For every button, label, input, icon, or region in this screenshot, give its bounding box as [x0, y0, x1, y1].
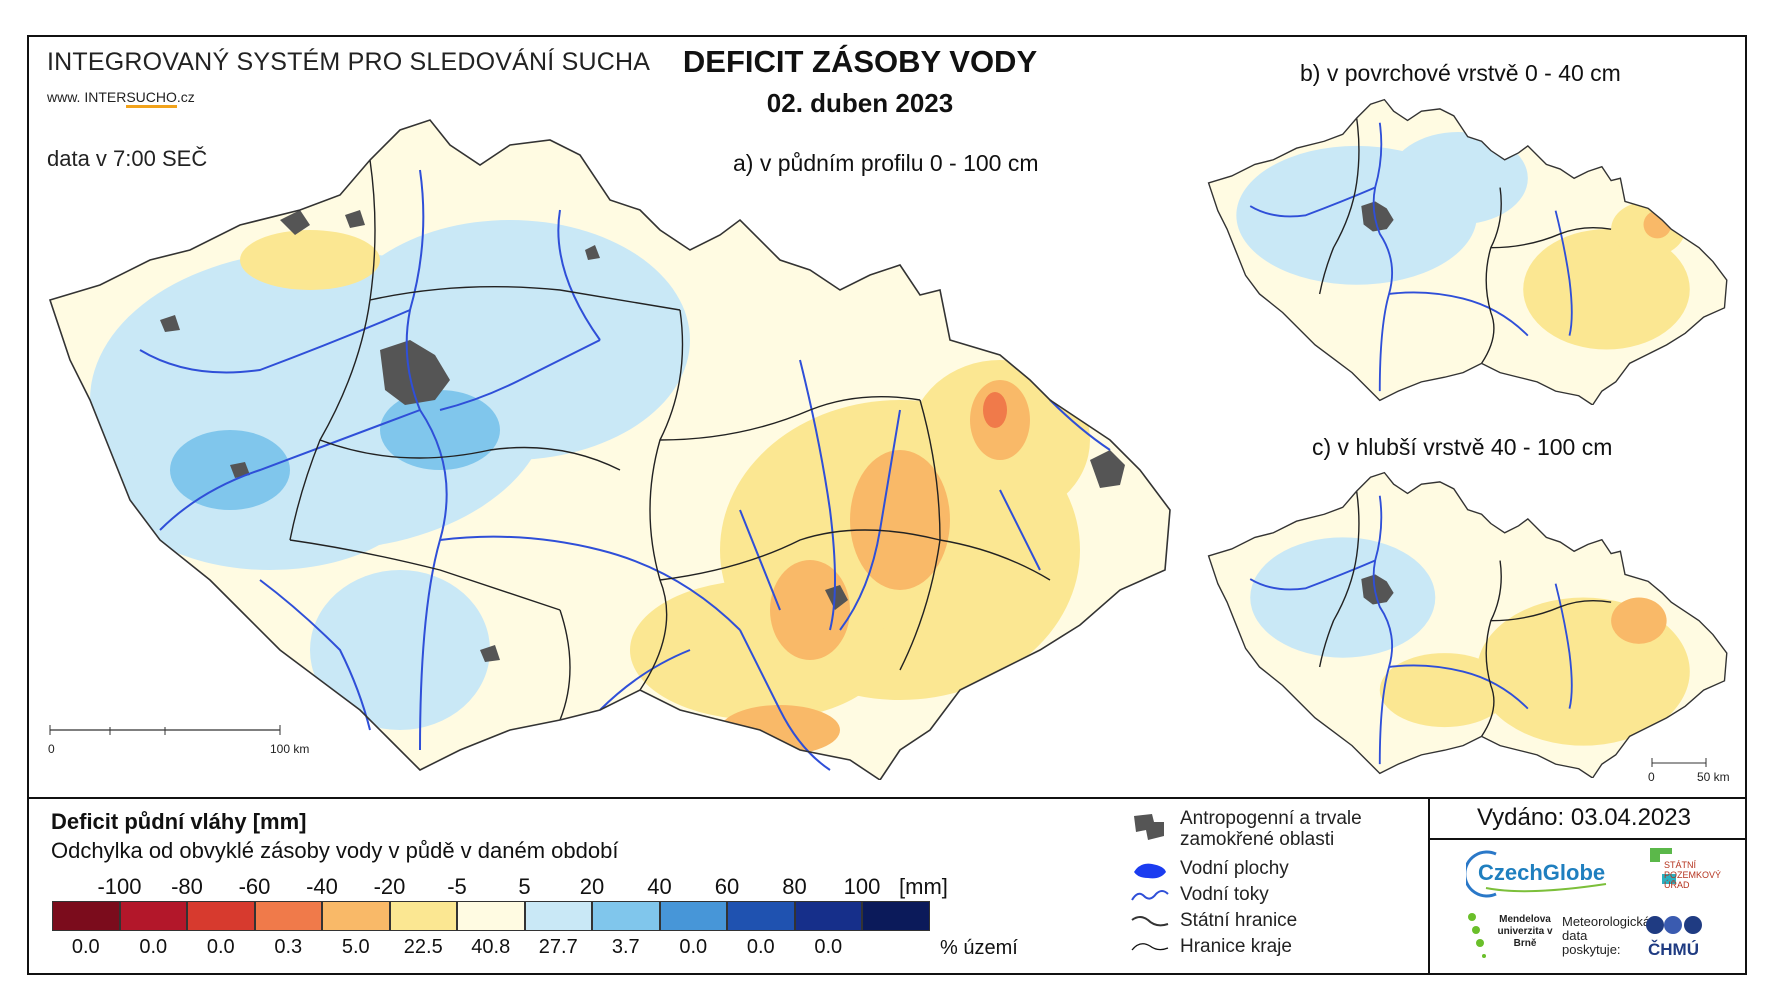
czechglobe-logo-icon	[1466, 850, 1607, 898]
spu-logo-icon	[1650, 848, 1676, 884]
legend-swatch	[727, 901, 795, 931]
legend-swatch	[592, 901, 660, 931]
issued-date: Vydáno: 03.04.2023	[1477, 804, 1691, 831]
legend-subtitle: Odchylka od obvyklé zásoby vody v půdě v…	[51, 838, 619, 863]
legend-swatch	[794, 901, 862, 931]
legend-tick: -5	[447, 874, 467, 899]
state-border	[48, 119, 1171, 780]
legend-title: Deficit půdní vláhy [mm]	[51, 809, 307, 834]
legend-percent: 27.7	[538, 936, 578, 958]
czechglobe-logo: CzechGlobe	[1478, 860, 1606, 885]
legend-tick: 100	[843, 874, 881, 899]
urban-areas	[160, 210, 1125, 662]
legend-swatch	[659, 901, 727, 931]
symbol-water-bodies: Vodní plochy	[1180, 858, 1289, 879]
met-data-label: Meteorologická data poskytuje:	[1562, 914, 1651, 957]
legend-tick: 80	[782, 874, 807, 899]
legend-percent: 0.3	[274, 936, 303, 958]
scale-small-end: 50 km	[1697, 770, 1730, 784]
legend-percent: 0.0	[814, 936, 843, 958]
symbol-rivers: Vodní toky	[1180, 884, 1269, 905]
issued-panel	[1428, 797, 1747, 975]
legend-tick: -60	[238, 874, 271, 899]
legend-percent: 22.5	[403, 936, 443, 958]
legend-unit: [mm]	[899, 874, 948, 899]
legend-swatch	[862, 901, 930, 931]
legend-percent: 40.8	[471, 936, 511, 958]
symbol-state-border: Státní hranice	[1180, 910, 1298, 931]
legend-tick: -40	[306, 874, 338, 899]
water-body-icon	[1134, 863, 1166, 879]
chmu-logo: ČHMÚ	[1648, 940, 1699, 959]
legend-percent: 3.7	[611, 936, 640, 958]
legend-percent: 0.0	[746, 936, 775, 958]
chmu-logo-icon	[1646, 916, 1702, 934]
legend-tick: 5	[518, 874, 531, 899]
legend-tick: -80	[171, 874, 203, 899]
legend-percent: 0.0	[206, 936, 235, 958]
system-title: INTEGROVANÝ SYSTÉM PRO SLEDOVÁNÍ SUCHA	[47, 48, 651, 76]
legend-swatch	[119, 901, 187, 931]
mendel-logo: Mendelova univerzita v Brně	[1497, 914, 1553, 949]
rivers	[139, 169, 1111, 771]
legend-swatch	[524, 901, 592, 931]
river-icon	[1131, 890, 1169, 901]
map-c-label: c) v hlubší vrstvě 40 - 100 cm	[1312, 434, 1613, 460]
mendel-logo-icon	[1468, 913, 1486, 958]
scale-main-start: 0	[48, 742, 55, 756]
legend-pct-label: % území	[940, 937, 1018, 959]
state-border-icon	[1131, 916, 1169, 927]
scale-main-end: 100 km	[270, 742, 310, 756]
map-a-label: a) v půdním profilu 0 - 100 cm	[733, 150, 1039, 176]
map-b	[1207, 98, 1728, 405]
region-border-icon	[1131, 943, 1169, 951]
scale-bar-main	[49, 725, 281, 735]
legend-percent: 0.0	[679, 936, 708, 958]
legend-tick: -100	[97, 874, 142, 899]
website-url[interactable]: www. INTERSUCHO.cz	[47, 89, 195, 108]
legend-tick: 40	[647, 874, 672, 899]
spu-logo: STÁTNÍ POZEMKOVÝ ÚŘAD	[1664, 860, 1722, 890]
legend-swatch	[187, 901, 255, 931]
legend-tick: 60	[714, 874, 740, 899]
main-map	[48, 119, 1171, 780]
scale-bar-small	[1651, 758, 1707, 767]
legend-percent: 5.0	[341, 936, 370, 958]
legend-swatch	[254, 901, 322, 931]
legend-swatch	[389, 901, 457, 931]
symbol-urban: Antropogenní a trvale zamokřené oblasti	[1180, 808, 1362, 850]
issued-divider	[1428, 838, 1747, 840]
legend-tick: 20	[579, 874, 605, 899]
scale-small-start: 0	[1648, 770, 1655, 784]
map-date: 02. duben 2023	[766, 88, 954, 118]
legend-swatch	[52, 901, 120, 931]
region-borders	[289, 159, 1051, 721]
legend-swatch	[457, 901, 525, 931]
legend-percent: 0.0	[139, 936, 168, 958]
legend-swatch	[322, 901, 390, 931]
map-b-label: b) v povrchové vrstvě 0 - 40 cm	[1300, 60, 1621, 86]
deficit-fill	[50, 120, 1170, 780]
legend-tick: -20	[373, 874, 406, 899]
legend-panel	[27, 797, 1747, 975]
page-title: DEFICIT ZÁSOBY VODY	[682, 44, 1038, 79]
legend-percent: 0.0	[71, 936, 100, 958]
map-c	[1207, 471, 1728, 778]
data-time: data v 7:00 SEČ	[47, 146, 208, 171]
symbol-region-border: Hranice kraje	[1180, 936, 1292, 957]
urban-symbol-icon	[1134, 814, 1164, 840]
